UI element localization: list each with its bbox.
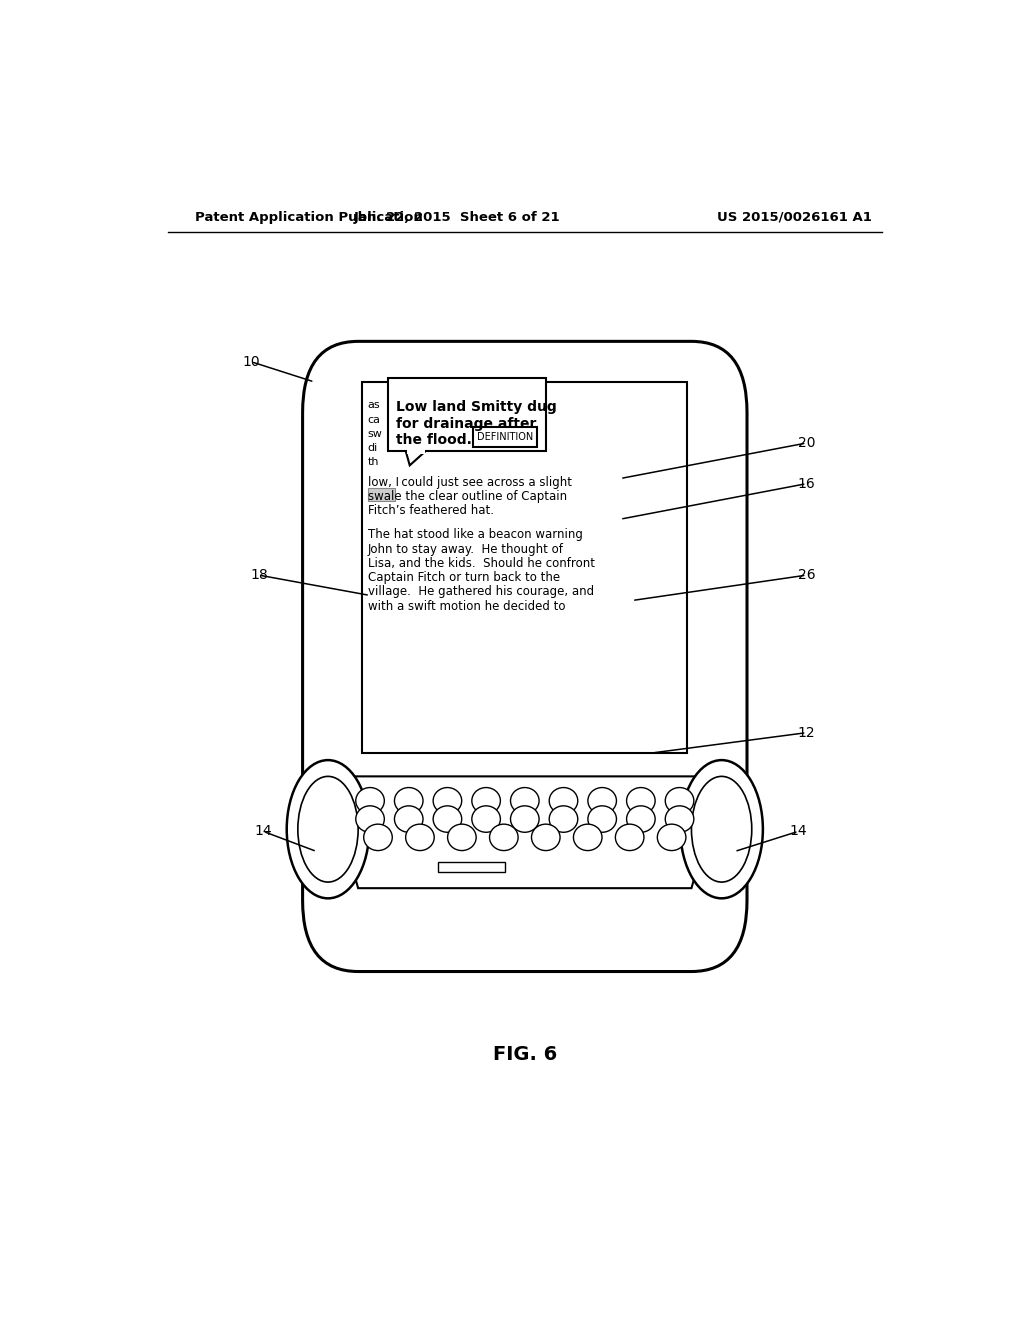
Bar [473, 426, 537, 447]
Ellipse shape [657, 824, 686, 850]
Text: The hat stood like a beacon warning: The hat stood like a beacon warning [368, 528, 583, 541]
Ellipse shape [472, 788, 501, 814]
Ellipse shape [472, 805, 501, 833]
Ellipse shape [666, 788, 694, 814]
Ellipse shape [287, 760, 370, 899]
Text: 10: 10 [243, 355, 260, 368]
Text: 26: 26 [798, 568, 815, 582]
FancyBboxPatch shape [303, 342, 748, 972]
Bar [387, 378, 546, 451]
Text: 14: 14 [254, 824, 271, 838]
Text: the flood.: the flood. [396, 433, 472, 447]
Ellipse shape [680, 760, 763, 899]
Ellipse shape [433, 805, 462, 833]
Ellipse shape [433, 788, 462, 814]
Ellipse shape [447, 824, 476, 850]
Ellipse shape [615, 824, 644, 850]
Ellipse shape [549, 805, 578, 833]
Text: DEFINITION: DEFINITION [477, 432, 534, 442]
Text: low, I could just see across a slight: low, I could just see across a slight [368, 475, 571, 488]
Ellipse shape [549, 788, 578, 814]
Ellipse shape [627, 805, 655, 833]
Ellipse shape [531, 824, 560, 850]
Ellipse shape [511, 805, 539, 833]
Ellipse shape [627, 788, 655, 814]
Text: for drainage after: for drainage after [396, 417, 537, 430]
Text: as: as [368, 400, 380, 411]
Ellipse shape [394, 788, 423, 814]
Polygon shape [327, 776, 723, 888]
Text: Jan. 22, 2015  Sheet 6 of 21: Jan. 22, 2015 Sheet 6 of 21 [354, 211, 561, 224]
Ellipse shape [355, 788, 384, 814]
Bar [362, 381, 687, 752]
Text: ca: ca [368, 414, 381, 425]
Text: with a swift motion he decided to: with a swift motion he decided to [368, 599, 565, 612]
Text: Captain Fitch or turn back to the: Captain Fitch or turn back to the [368, 572, 560, 583]
Ellipse shape [666, 805, 694, 833]
Text: Patent Application Publication: Patent Application Publication [196, 211, 423, 224]
Text: 18: 18 [250, 568, 268, 582]
Text: 20: 20 [798, 436, 815, 450]
Text: swale the clear outline of Captain: swale the clear outline of Captain [368, 490, 567, 503]
Text: Lisa, and the kids.  Should he confront: Lisa, and the kids. Should he confront [368, 557, 595, 570]
Ellipse shape [573, 824, 602, 850]
Text: 14: 14 [790, 824, 807, 838]
Polygon shape [406, 451, 426, 466]
Ellipse shape [489, 824, 518, 850]
Ellipse shape [588, 805, 616, 833]
Bar [407, 449, 425, 454]
Ellipse shape [691, 776, 752, 882]
Ellipse shape [355, 805, 384, 833]
Text: FIG. 6: FIG. 6 [493, 1045, 557, 1064]
Ellipse shape [364, 824, 392, 850]
Text: th: th [368, 457, 379, 467]
Ellipse shape [298, 776, 358, 882]
Ellipse shape [406, 824, 434, 850]
Bar [437, 862, 505, 873]
Text: 12: 12 [798, 726, 815, 739]
Bar [368, 488, 394, 502]
Ellipse shape [588, 788, 616, 814]
Text: Low land Smitty dug: Low land Smitty dug [396, 400, 557, 414]
Text: US 2015/0026161 A1: US 2015/0026161 A1 [717, 211, 872, 224]
Text: di: di [368, 444, 378, 453]
Text: Fitch’s feathered hat.: Fitch’s feathered hat. [368, 504, 494, 517]
Text: sw: sw [368, 429, 383, 438]
Ellipse shape [511, 788, 539, 814]
Text: 16: 16 [798, 477, 815, 491]
Text: village.  He gathered his courage, and: village. He gathered his courage, and [368, 585, 594, 598]
Text: John to stay away.  He thought of: John to stay away. He thought of [368, 543, 563, 556]
Ellipse shape [394, 805, 423, 833]
